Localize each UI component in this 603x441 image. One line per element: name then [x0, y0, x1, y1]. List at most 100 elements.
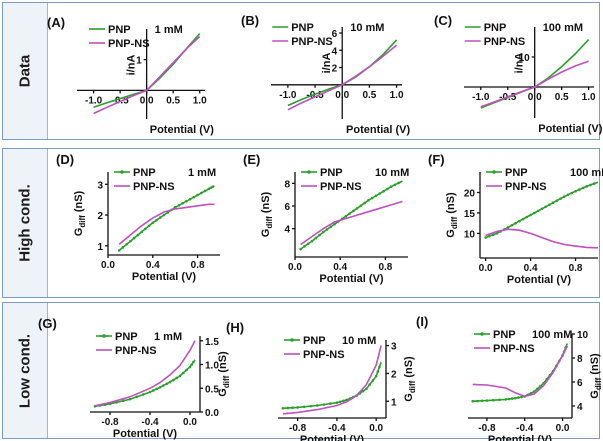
y-tick-label: 1.0: [205, 361, 219, 372]
series-point: [355, 206, 359, 210]
x-tick-label: -0.4: [516, 423, 534, 434]
legend: [486, 170, 502, 187]
x-tick-label: 0.4: [524, 263, 538, 274]
x-axis-title: Potential (V): [507, 274, 572, 286]
series-point: [136, 233, 140, 237]
y-tick-label: 20: [464, 188, 476, 199]
series-point: [559, 197, 562, 200]
x-tick-label: 0.0: [183, 417, 197, 428]
series-point: [491, 398, 495, 402]
x-tick-label: 0.0: [335, 90, 349, 101]
series-point: [570, 191, 574, 195]
series-point: [148, 390, 152, 394]
x-tick-label: 0.4: [146, 260, 160, 271]
series-point: [485, 399, 489, 402]
series-point: [281, 406, 285, 410]
series-point: [536, 387, 539, 391]
x-tick-label: 1.0: [193, 95, 207, 106]
series-point: [333, 222, 336, 226]
x-axis-title: Potential (V): [113, 428, 178, 440]
concentration-label: 10 mM: [375, 167, 409, 179]
legend-entry: PNP: [484, 22, 507, 34]
y-tick-label: 8: [577, 354, 583, 365]
x-axis-title: Potential (V): [150, 124, 215, 136]
series-point: [581, 186, 585, 190]
panel-label: (F): [428, 152, 445, 167]
series-point: [359, 204, 363, 207]
y-axis-title: Gdiff (nS): [260, 191, 274, 237]
series-point: [168, 380, 172, 384]
series-point: [507, 397, 511, 401]
legend-entry: PNP-NS: [291, 36, 333, 48]
y-tick-label: 1: [136, 56, 142, 67]
series-point: [310, 239, 314, 243]
y-axis-title: i/nA: [321, 53, 333, 74]
x-tick-label: 0.0: [369, 423, 383, 434]
series-point: [172, 378, 175, 382]
panel-e: (E) 0.0 0.4 0.8 4 6 8 Potential (V) Gdiff (nS) 10…: [243, 152, 409, 285]
series-point: [574, 189, 577, 193]
x-tick-label: 0.5: [166, 95, 180, 106]
x-tick-label: -1.0: [85, 95, 103, 106]
series-point: [363, 201, 366, 205]
y-tick-label: 2: [97, 211, 103, 222]
y-tick-label: 6: [284, 202, 290, 213]
legend: [89, 28, 105, 44]
series-point: [385, 187, 389, 191]
series-point: [361, 389, 365, 393]
series-point: [325, 228, 329, 231]
y-axis-title: Gdiff (nS): [403, 356, 417, 402]
series-point: [548, 203, 551, 207]
x-tick-label: -0.8: [289, 423, 307, 434]
y-tick-label: 15: [464, 209, 476, 220]
series-point: [367, 199, 370, 202]
series-point: [342, 399, 345, 403]
series-point: [536, 209, 540, 213]
x-tick-label: -1.0: [472, 92, 490, 103]
y-tick-label: 1.5: [205, 337, 219, 348]
y-tick-label: 8: [284, 179, 290, 190]
series-point: [371, 379, 375, 382]
x-axis-title: Potential (V): [346, 124, 411, 136]
series-point: [517, 396, 520, 399]
x-tick-label: 1.0: [582, 92, 596, 103]
x-axis-title: Potential (V): [538, 123, 603, 135]
series-point: [165, 382, 168, 386]
panel-label: (C): [434, 13, 452, 28]
concentration-label: 10 mM: [342, 335, 376, 347]
series-point: [562, 195, 566, 198]
x-tick-label: -0.8: [478, 423, 496, 434]
series-point: [132, 236, 136, 240]
series-point: [378, 192, 382, 195]
series-point: [544, 205, 547, 209]
x-tick-label: 0.0: [288, 262, 302, 273]
legend-entry: PNP-NS: [493, 343, 535, 355]
y-tick-label: 4: [577, 402, 583, 413]
legend-entry: PNP: [493, 329, 516, 341]
series-point: [370, 196, 374, 200]
legend: [464, 26, 481, 42]
series-point: [155, 387, 158, 391]
y-tick-label: 2: [391, 369, 397, 380]
y-tick-label: 6: [332, 29, 338, 40]
series-point: [551, 201, 555, 205]
legend-entry: PNP-NS: [303, 349, 345, 361]
series-point: [382, 189, 385, 193]
series-point: [518, 219, 521, 223]
series-point: [125, 242, 128, 246]
series-point: [335, 401, 339, 404]
series-point: [378, 365, 381, 369]
series-point: [129, 239, 132, 243]
x-tick-label: 0.0: [556, 423, 570, 434]
series-point: [374, 194, 378, 198]
legend: [301, 170, 317, 187]
legend-entry: PNP-NS: [320, 181, 362, 193]
y-tick-label: 1: [391, 397, 397, 408]
panel-label: (B): [241, 13, 259, 28]
legend-marker: [307, 170, 311, 174]
series-line-pnp: [118, 185, 215, 252]
x-tick-label: 0.0: [528, 92, 542, 103]
series-point: [393, 183, 397, 187]
